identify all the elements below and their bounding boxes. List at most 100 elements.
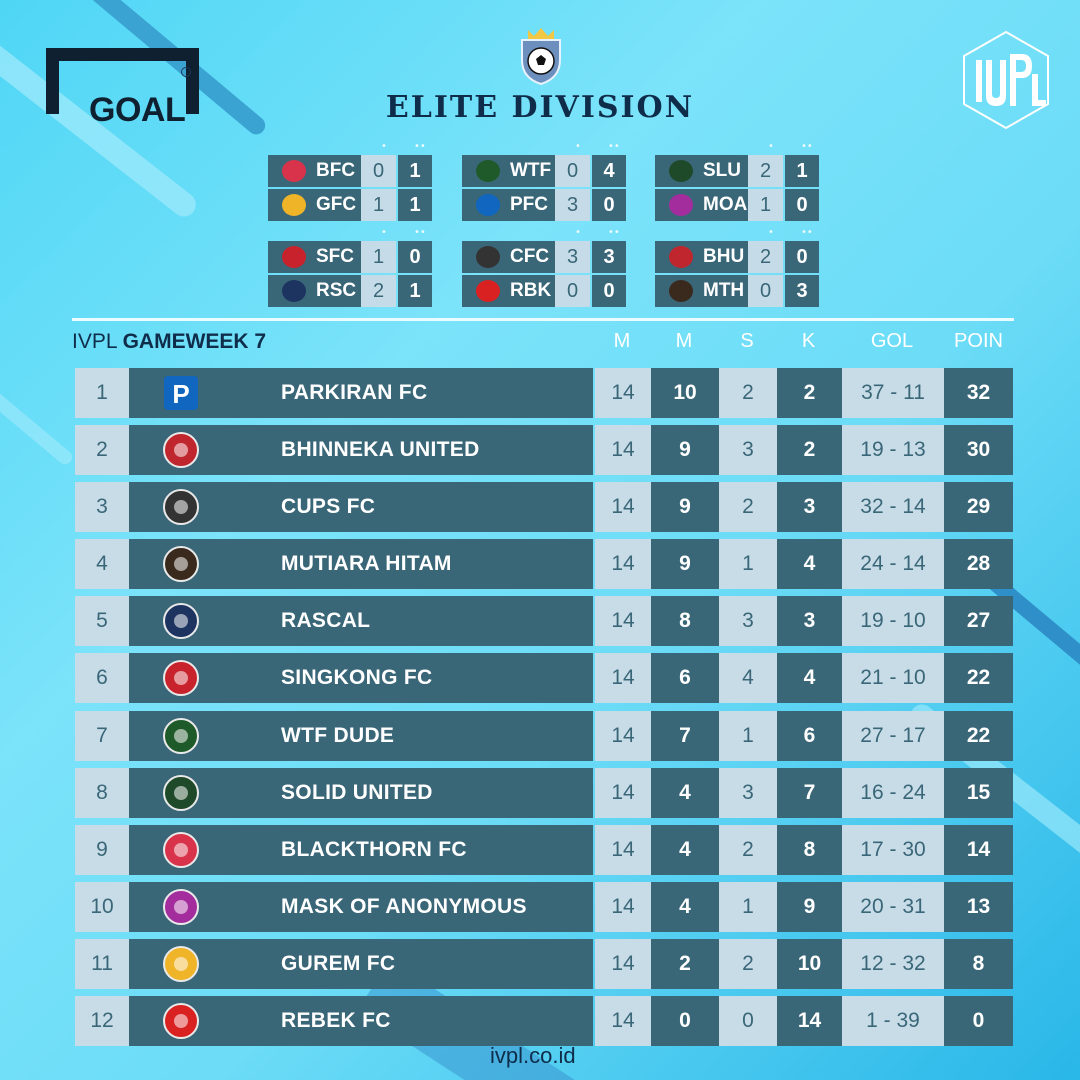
fixture-team: RSC (268, 275, 361, 307)
goals: 32 - 14 (842, 482, 944, 533)
team-name: WTF DUDE (281, 723, 395, 747)
second-half-score: 0 (592, 189, 626, 221)
fixture-team: CFC (462, 241, 555, 273)
wins: 9 (651, 425, 719, 476)
first-half-marker: • (768, 141, 774, 152)
table-row: 1 P PARKIRAN FC 14 10 2 2 37 - 11 32 (75, 368, 1014, 418)
fixture-card: • •• CFC 3 3 RBK 0 0 (462, 223, 638, 309)
table-row: 2 BHINNEKA UNITED 14 9 3 2 19 - 13 30 (75, 425, 1014, 476)
position: 11 (75, 938, 129, 989)
draws: 4 (719, 653, 777, 704)
team-logo-icon (163, 432, 199, 469)
draws: 2 (719, 482, 777, 533)
fixture-away-row: RBK 0 0 (462, 275, 638, 307)
position: 10 (75, 881, 129, 932)
team-logo-icon (163, 489, 199, 526)
half-indicators: • •• (655, 137, 831, 155)
second-half-score: 0 (398, 241, 432, 273)
team-code: BFC (316, 160, 356, 181)
position: 5 (75, 596, 129, 647)
draws: 3 (719, 425, 777, 476)
col-header-won: M (675, 330, 693, 352)
points: 32 (944, 368, 1013, 418)
points: 30 (944, 425, 1013, 476)
team-badge-icon (476, 194, 500, 216)
points: 27 (944, 596, 1013, 647)
col-header-points: POIN (954, 330, 1003, 352)
table-row: 12 REBEK FC 14 0 0 14 1 - 39 0 (75, 996, 1014, 1047)
fixture-team: BFC (268, 155, 361, 187)
team-cell: SINGKONG FC (129, 653, 593, 704)
fixture-team: WTF (462, 155, 555, 187)
team-badge-icon (669, 280, 693, 302)
fixture-team: SLU (655, 155, 748, 187)
goals: 24 - 14 (842, 539, 944, 590)
col-header-drawn: S (740, 330, 754, 352)
fixture-team: PFC (462, 189, 555, 221)
points: 14 (944, 824, 1013, 875)
wins: 0 (651, 996, 719, 1047)
second-half-score: 3 (592, 241, 626, 273)
half-indicators: • •• (462, 137, 638, 155)
registered-icon (181, 67, 191, 77)
table-row: 4 MUTIARA HITAM 14 9 1 4 24 - 14 28 (75, 539, 1014, 590)
first-half-score: 1 (361, 189, 396, 221)
team-name: BHINNEKA UNITED (281, 438, 480, 462)
wins: 6 (651, 653, 719, 704)
wins: 7 (651, 710, 719, 761)
matches-played: 14 (595, 824, 651, 875)
points: 8 (944, 938, 1013, 989)
team-logo-icon: P (164, 376, 198, 410)
wins: 2 (651, 938, 719, 989)
draws: 2 (719, 368, 777, 418)
first-half-score: 0 (555, 155, 590, 187)
fixture-home-row: BFC 0 1 (268, 155, 444, 187)
fixture-away-row: MOA 1 0 (655, 189, 831, 221)
second-half-score: 0 (592, 275, 626, 307)
col-header-goals: GOL (870, 330, 914, 352)
table-row: 11 GUREM FC 14 2 2 10 12 - 32 8 (75, 938, 1014, 989)
team-name: PARKIRAN FC (281, 381, 428, 404)
fixture-home-row: BHU 2 0 (655, 241, 831, 273)
fixture-away-row: PFC 3 0 (462, 189, 638, 221)
gameweek-title: GAMEWEEK 7 (122, 330, 267, 353)
col-header-lost: K (801, 330, 816, 352)
team-code: SFC (316, 246, 354, 267)
team-logo-icon (163, 660, 199, 697)
goals: 20 - 31 (842, 881, 944, 932)
goals: 37 - 11 (842, 368, 944, 418)
second-half-score: 4 (592, 155, 626, 187)
fixture-home-row: SFC 1 0 (268, 241, 444, 273)
half-indicators: • •• (655, 223, 831, 241)
draws: 3 (719, 596, 777, 647)
team-badge-icon (669, 246, 693, 268)
wins: 9 (651, 539, 719, 590)
table-row: 8 SOLID UNITED 14 4 3 7 16 - 24 15 (75, 767, 1014, 818)
website-url: ivpl.co.id (490, 1043, 576, 1068)
losses: 4 (777, 539, 842, 590)
table-row: 7 WTF DUDE 14 7 1 6 27 - 17 22 (75, 710, 1014, 761)
team-code: WTF (510, 160, 552, 181)
first-half-score: 2 (748, 155, 783, 187)
second-half-score: 0 (785, 189, 819, 221)
first-half-marker: • (381, 227, 387, 238)
second-half-marker: •• (608, 141, 620, 152)
points: 13 (944, 881, 1013, 932)
fixture-away-row: RSC 2 1 (268, 275, 444, 307)
losses: 2 (777, 368, 842, 418)
wins: 10 (651, 368, 719, 418)
col-header-played: M (613, 330, 631, 352)
table-row: 3 CUPS FC 14 9 2 3 32 - 14 29 (75, 482, 1014, 533)
fixture-team: MOA (655, 189, 748, 221)
goals: 17 - 30 (842, 824, 944, 875)
fixture-team: SFC (268, 241, 361, 273)
points: 22 (944, 653, 1013, 704)
fixture-team: GFC (268, 189, 361, 221)
standings-table: 1 P PARKIRAN FC 14 10 2 2 37 - 11 32 2 B… (75, 368, 1014, 1053)
matches-played: 14 (595, 482, 651, 533)
second-half-score: 1 (398, 189, 432, 221)
first-half-score: 0 (361, 155, 396, 187)
team-cell: BLACKTHORN FC (129, 824, 593, 875)
position: 12 (75, 996, 129, 1047)
team-badge-icon (669, 160, 693, 182)
